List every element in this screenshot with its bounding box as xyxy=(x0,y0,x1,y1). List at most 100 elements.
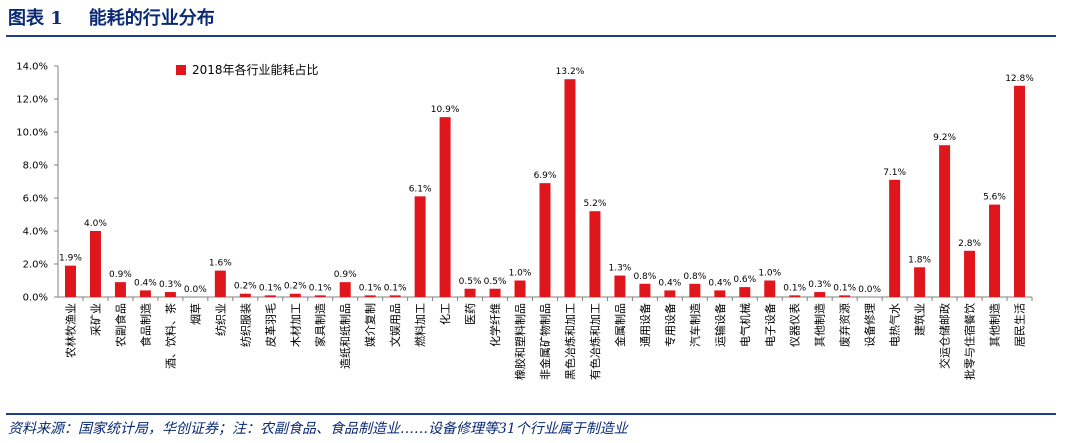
bar xyxy=(989,204,1001,297)
top-rule xyxy=(6,35,1056,37)
y-tick-label: 12.0% xyxy=(16,95,48,106)
data-label: 5.2% xyxy=(584,199,607,209)
bar xyxy=(914,267,926,297)
category-label: 农林牧渔业 xyxy=(63,303,77,358)
category-label: 橡胶和塑料制品 xyxy=(513,303,527,380)
bar xyxy=(239,293,251,297)
category-label: 黑色冶炼和加工 xyxy=(563,303,577,380)
category-label: 电气机械 xyxy=(738,303,752,347)
data-label: 12.8% xyxy=(1005,74,1034,84)
category-label: 酒、饮料、茶 xyxy=(163,303,177,369)
y-tick-label: 2.0% xyxy=(23,260,48,271)
data-label: 0.8% xyxy=(633,272,656,282)
data-label: 0.9% xyxy=(334,270,357,280)
bar xyxy=(839,295,851,297)
data-label: 0.0% xyxy=(858,285,881,295)
bar xyxy=(539,183,551,297)
bar xyxy=(139,290,151,297)
data-label: 6.9% xyxy=(534,171,557,181)
category-label: 专用设备 xyxy=(663,303,677,347)
data-label: 1.8% xyxy=(908,255,931,265)
data-label: 10.9% xyxy=(431,105,460,115)
data-label: 5.6% xyxy=(983,193,1006,203)
data-label: 0.3% xyxy=(159,280,182,290)
data-label: 0.6% xyxy=(733,275,756,285)
y-tick-label: 0.0% xyxy=(23,293,48,304)
bar xyxy=(289,293,301,297)
category-label: 设备修理 xyxy=(863,303,877,347)
category-label: 电热气水 xyxy=(888,303,902,347)
y-tick-label: 6.0% xyxy=(23,194,48,205)
category-label: 电子设备 xyxy=(763,303,777,347)
data-label: 1.9% xyxy=(59,254,82,264)
bar xyxy=(814,292,826,297)
data-label: 0.8% xyxy=(683,272,706,282)
data-label: 0.1% xyxy=(309,283,332,293)
data-label: 2.8% xyxy=(958,239,981,249)
category-label: 交运仓储邮政 xyxy=(938,303,952,369)
category-label: 其他制造 xyxy=(988,303,1002,347)
bar xyxy=(514,280,526,297)
bar xyxy=(489,288,501,297)
category-label: 采矿业 xyxy=(89,303,102,336)
bar xyxy=(714,290,726,297)
bar xyxy=(689,283,701,297)
bar xyxy=(464,288,476,297)
data-label: 9.2% xyxy=(933,133,956,143)
bar xyxy=(264,295,276,297)
bar xyxy=(214,270,226,297)
bar xyxy=(789,295,801,297)
bar xyxy=(414,196,426,297)
legend-label: 2018年各行业能耗占比 xyxy=(192,62,319,77)
category-label: 媒介复制 xyxy=(363,303,377,347)
category-label: 有色冶炼和加工 xyxy=(588,303,602,380)
data-label: 0.2% xyxy=(284,282,307,292)
category-label: 批零与住宿餐饮 xyxy=(963,303,977,380)
bar xyxy=(314,295,326,297)
data-label: 0.5% xyxy=(484,277,507,287)
data-label: 0.0% xyxy=(184,285,207,295)
bar xyxy=(564,79,576,297)
bar xyxy=(114,282,126,297)
energy-share-bar-chart: 0.0% 2.0% 4.0% 6.0% 8.0% 10.0% 12.0% 14.0% 2018年… xyxy=(16,62,1034,381)
figure-title-text: 能耗的行业分布 xyxy=(88,8,215,29)
figure-label: 图表 1 xyxy=(8,8,63,29)
legend-swatch xyxy=(176,65,186,75)
data-label: 0.1% xyxy=(783,283,806,293)
bar xyxy=(664,290,676,297)
category-label: 汽车制造 xyxy=(688,303,702,347)
bar xyxy=(1014,85,1026,297)
bottom-rule xyxy=(6,413,1056,415)
data-label: 1.0% xyxy=(758,269,781,279)
data-label: 0.9% xyxy=(109,270,132,280)
category-label: 纺织业 xyxy=(213,303,227,336)
data-label: 1.3% xyxy=(608,264,631,274)
category-label: 非金属矿物制品 xyxy=(538,303,552,380)
data-label: 0.1% xyxy=(384,283,407,293)
bar xyxy=(64,265,76,297)
bar xyxy=(889,179,901,297)
category-label: 家具制造 xyxy=(313,303,327,347)
data-label: 0.1% xyxy=(259,283,282,293)
data-label: 1.0% xyxy=(509,269,532,279)
data-label: 4.0% xyxy=(84,219,107,229)
y-tick-label: 4.0% xyxy=(23,227,48,238)
data-label: 0.5% xyxy=(459,277,482,287)
category-label: 烟草 xyxy=(188,303,202,325)
data-label: 0.1% xyxy=(359,283,382,293)
category-label: 化学纤维 xyxy=(488,303,502,347)
category-label: 其他制造 xyxy=(813,303,827,347)
category-label: 文娱用品 xyxy=(388,303,402,347)
category-label: 居民生活 xyxy=(1013,303,1027,347)
category-label: 通用设备 xyxy=(638,303,652,347)
data-label: 0.4% xyxy=(658,278,681,288)
category-label: 金属制品 xyxy=(613,303,627,347)
category-label: 化工 xyxy=(438,303,452,325)
bar xyxy=(89,231,101,297)
category-label: 燃料加工 xyxy=(413,303,427,347)
category-label: 运输设备 xyxy=(713,303,727,347)
data-label: 0.2% xyxy=(234,282,257,292)
category-label: 食品制造 xyxy=(138,303,152,347)
category-label: 仪器仪表 xyxy=(788,303,802,347)
bar xyxy=(389,295,401,297)
